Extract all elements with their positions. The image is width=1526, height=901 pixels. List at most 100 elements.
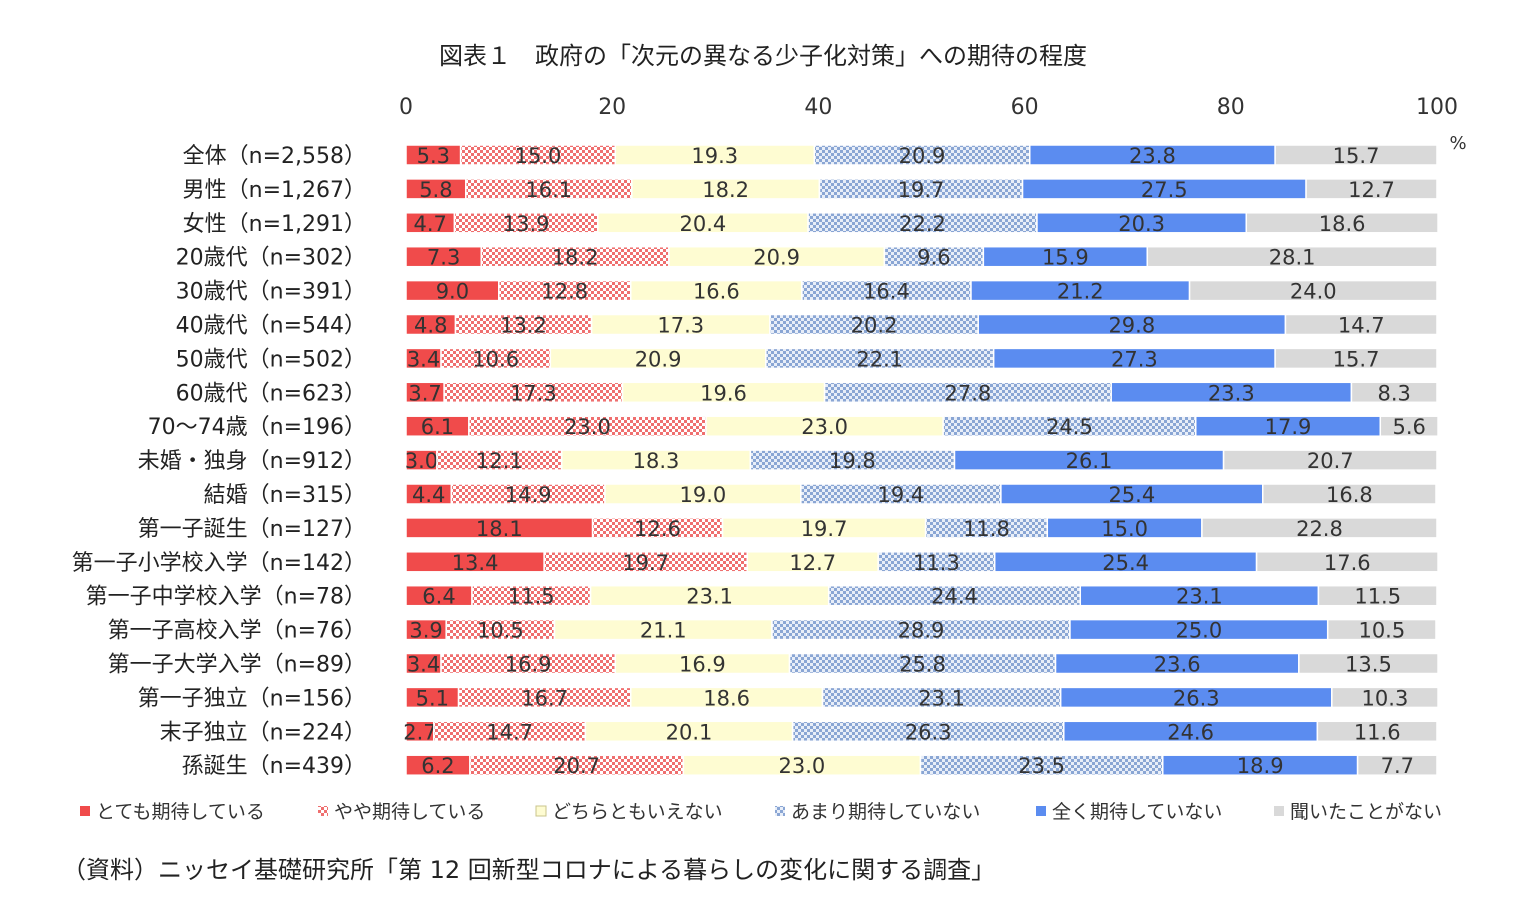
legend-label: やや期待している <box>334 801 485 823</box>
data-label: 20.3 <box>1118 212 1165 236</box>
data-label: 19.6 <box>700 381 747 405</box>
data-label: 12.8 <box>541 280 588 304</box>
data-label: 4.4 <box>412 483 445 507</box>
bar-segment <box>1317 584 1438 607</box>
data-label: 20.4 <box>680 212 727 236</box>
legend-label: 聞いたことがない <box>1290 801 1442 823</box>
data-label: 18.3 <box>633 449 680 473</box>
data-label: 18.6 <box>703 686 750 710</box>
data-label: 13.4 <box>452 551 499 575</box>
category-label: 70～74歳（n=196） <box>148 415 366 440</box>
data-label: 11.3 <box>913 551 960 575</box>
data-label: 13.5 <box>1345 653 1392 677</box>
data-label: 6.4 <box>422 585 455 609</box>
data-label: 19.0 <box>680 483 727 507</box>
data-label: 14.9 <box>505 483 552 507</box>
data-label: 24.0 <box>1290 280 1337 304</box>
data-label: 9.6 <box>917 246 950 270</box>
data-label: 3.4 <box>407 653 440 677</box>
category-label: 第一子独立（n=156） <box>138 686 366 711</box>
data-label: 5.6 <box>1392 415 1425 439</box>
bar-segment <box>1298 652 1439 675</box>
data-label: 5.3 <box>417 144 450 168</box>
legend-swatch <box>1274 806 1284 816</box>
data-label: 3.4 <box>407 347 440 371</box>
bar-segment <box>1379 415 1439 437</box>
data-label: 16.9 <box>505 653 552 677</box>
data-label: 19.7 <box>622 551 669 575</box>
data-label: 12.6 <box>634 517 681 541</box>
legend-swatch <box>318 806 328 816</box>
category-label: 60歳代（n=623） <box>176 381 366 406</box>
data-label: 11.5 <box>508 585 555 609</box>
data-label: 9.0 <box>436 280 469 304</box>
bar-segment <box>1356 754 1438 776</box>
data-label: 26.3 <box>905 720 952 744</box>
data-label: 19.7 <box>801 517 848 541</box>
data-label: 22.8 <box>1296 517 1343 541</box>
data-label: 22.1 <box>856 347 903 371</box>
data-label: 25.8 <box>899 653 946 677</box>
bar-segment <box>1222 449 1438 471</box>
data-label: 10.5 <box>1358 619 1405 643</box>
data-label: 26.1 <box>1066 449 1113 473</box>
data-label: 17.3 <box>657 314 704 338</box>
data-label: 24.6 <box>1167 720 1214 744</box>
data-label: 20.9 <box>899 144 946 168</box>
data-label: 3.9 <box>409 619 442 643</box>
data-label: 16.1 <box>525 178 572 202</box>
category-label: 第一子高校入学（n=76） <box>108 619 366 644</box>
data-label: 17.9 <box>1265 415 1312 439</box>
data-label: 4.8 <box>414 314 447 338</box>
data-label: 27.5 <box>1141 178 1188 202</box>
legend-swatch <box>80 806 90 816</box>
data-label: 16.9 <box>679 653 726 677</box>
category-label: 第一子誕生（n=127） <box>138 517 366 542</box>
data-label: 27.3 <box>1111 347 1158 371</box>
data-label: 20.9 <box>635 347 682 371</box>
data-label: 4.7 <box>414 212 447 236</box>
data-label: 23.5 <box>1018 754 1065 778</box>
data-label: 18.9 <box>1237 754 1284 778</box>
data-label: 23.6 <box>1154 653 1201 677</box>
data-label: 11.5 <box>1354 585 1401 609</box>
data-label: 6.2 <box>421 754 454 778</box>
data-label: 23.1 <box>918 686 965 710</box>
data-label: 29.8 <box>1108 314 1155 338</box>
bar-segment <box>1326 618 1437 641</box>
data-label: 20.7 <box>553 754 600 778</box>
category-label: 全体（n=2,558） <box>183 144 366 169</box>
x-axis: 0 20 40 60 80 100% <box>399 95 1467 154</box>
category-label: 男性（n=1,267） <box>183 178 366 203</box>
data-label: 19.7 <box>898 178 945 202</box>
data-label: 18.2 <box>552 246 599 270</box>
y-axis: 全体（n=2,558） 男性（n=1,267） 女性（n=1,291） 20歳代（n=… <box>72 144 366 779</box>
data-label: 24.4 <box>931 585 978 609</box>
legend-swatch <box>1036 806 1046 816</box>
data-label: 19.3 <box>691 144 738 168</box>
x-tick-label: 40 <box>804 95 832 120</box>
bar-segment <box>1262 483 1437 505</box>
x-tick-label: 80 <box>1217 95 1245 120</box>
category-label: 末子独立（n=224） <box>160 720 366 745</box>
data-label: 28.9 <box>898 619 945 643</box>
data-label: 17.6 <box>1324 551 1371 575</box>
category-label: 孫誕生（n=439） <box>182 754 366 779</box>
bars-group: 5.3 15.0 19.3 20.9 23.8 15.7 5.8 16.1 18.2 19.7 27… <box>403 144 1439 778</box>
data-label: 15.9 <box>1042 246 1089 270</box>
legend-swatch <box>775 806 785 816</box>
data-label: 19.4 <box>877 483 924 507</box>
data-label: 15.7 <box>1333 144 1380 168</box>
data-label: 7.3 <box>427 246 460 270</box>
x-tick-label: 20 <box>598 95 626 120</box>
data-label: 24.5 <box>1046 415 1093 439</box>
x-axis-unit: % <box>1449 133 1466 154</box>
data-label: 11.6 <box>1354 720 1401 744</box>
data-label: 8.3 <box>1378 381 1411 405</box>
category-label: 未婚・独身（n=912） <box>138 449 366 474</box>
data-label: 17.3 <box>510 381 557 405</box>
bar-segment <box>1245 212 1439 234</box>
category-label: 第一子小学校入学（n=142） <box>72 551 366 576</box>
data-label: 21.1 <box>640 619 687 643</box>
